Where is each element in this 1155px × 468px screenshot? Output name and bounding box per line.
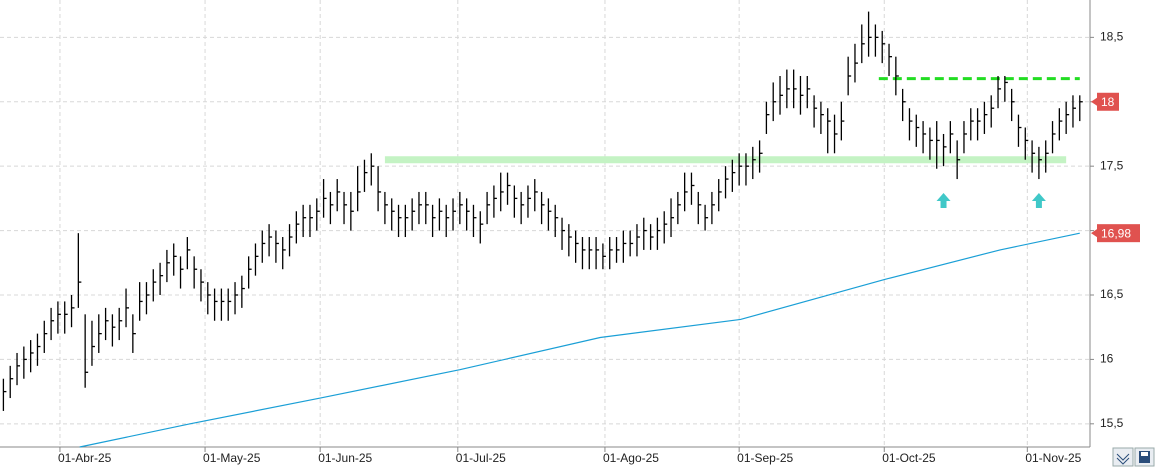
zoom-icon — [1116, 453, 1130, 465]
x-tick-label: 01-Oct-25 — [882, 451, 936, 465]
x-tick-label: 01-Sep-25 — [737, 451, 793, 465]
y-tick-label: 16 — [1100, 352, 1114, 366]
zoom-button[interactable] — [1112, 447, 1134, 467]
save-icon — [1139, 451, 1150, 463]
price-tag-label: 18 — [1101, 95, 1115, 109]
plot — [0, 0, 1090, 447]
price-tag — [1097, 224, 1140, 243]
price-tag-pointer — [1091, 229, 1097, 238]
arrow — [1031, 192, 1046, 208]
save-icon-label — [1141, 452, 1148, 456]
toolbar — [1112, 447, 1155, 467]
moving-average — [79, 232, 1080, 448]
x-tick-label: 01-Nov-25 — [1025, 451, 1081, 465]
arrow — [936, 192, 951, 208]
x-tick-label: 01-Jul-25 — [456, 451, 506, 465]
x-tick-label: 01-May-25 — [203, 451, 261, 465]
x-tick-label: 01-Ago-25 — [603, 451, 659, 465]
y-tick-label: 16,5 — [1100, 287, 1124, 301]
y-tick-label: 18,5 — [1100, 30, 1124, 44]
price-tag-label: 16,98 — [1101, 226, 1131, 240]
price-tag-pointer — [1091, 97, 1097, 106]
x-tick-label: 01-Abr-25 — [58, 451, 112, 465]
x-tick-label: 01-Jun-25 — [318, 451, 372, 465]
y-tick-label: 17,5 — [1100, 158, 1124, 172]
price-tag — [1097, 92, 1119, 111]
y-tick-label: 15,5 — [1100, 416, 1124, 430]
